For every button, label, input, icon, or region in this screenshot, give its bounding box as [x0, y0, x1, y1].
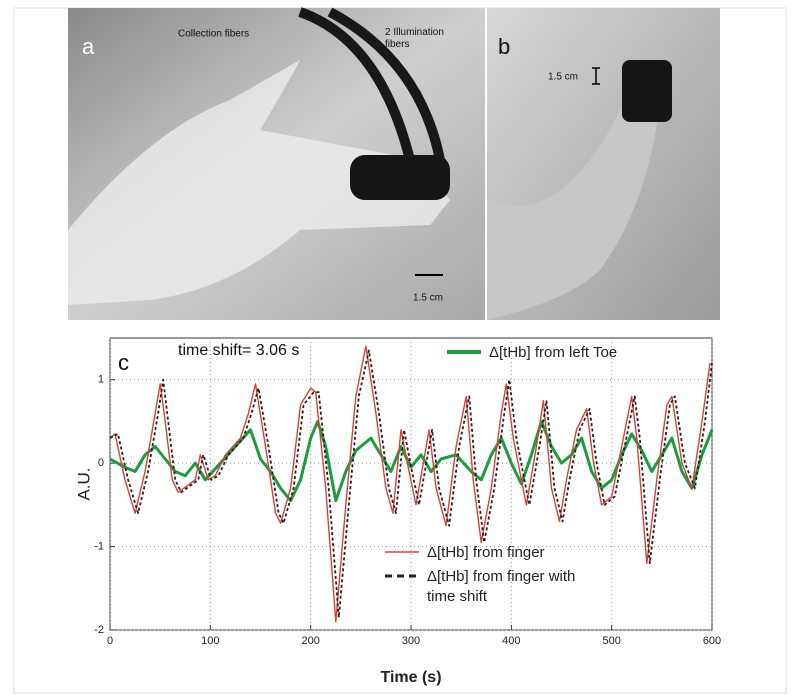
x-tick-label: 400 — [502, 635, 520, 647]
foot — [487, 100, 660, 320]
panel-label: a — [82, 34, 95, 59]
panel-label: c — [118, 350, 129, 375]
y-tick-label: 0 — [98, 457, 104, 469]
photo-label: 2 Illumination fibers — [385, 27, 444, 50]
legend-label: Δ[tHb] from left Toe — [489, 344, 618, 361]
scale-bar-b — [592, 67, 600, 85]
data-line — [109, 345, 711, 623]
scale-label: 1.5 cm — [548, 72, 578, 83]
y-axis-label: A.U. — [74, 467, 93, 500]
toe-probe — [622, 60, 672, 122]
y-tick-label: 1 — [98, 374, 104, 386]
data-line — [109, 349, 713, 619]
y-tick-label: -2 — [94, 624, 104, 636]
hand — [68, 60, 450, 305]
panel-label: b — [498, 34, 510, 59]
finger-probe — [350, 155, 450, 200]
x-tick-label: 300 — [402, 635, 420, 647]
x-tick-label: 500 — [602, 635, 620, 647]
legend-label: Δ[tHb] from finger with time shift — [427, 568, 576, 605]
x-tick-label: 0 — [107, 635, 113, 647]
data-line — [109, 419, 714, 503]
photo-label: Collection fibers — [178, 29, 249, 40]
y-tick-label: -1 — [94, 540, 104, 552]
scale-label: 1.5 cm — [413, 293, 443, 304]
x-tick-label: 600 — [703, 635, 721, 647]
fibers — [298, 7, 445, 162]
x-tick-label: 200 — [301, 635, 319, 647]
x-tick-label: 100 — [201, 635, 219, 647]
legend-label: Δ[tHb] from finger — [427, 544, 545, 561]
x-axis-label: Time (s) — [380, 669, 441, 686]
annotation: time shift= 3.06 s — [178, 342, 299, 359]
